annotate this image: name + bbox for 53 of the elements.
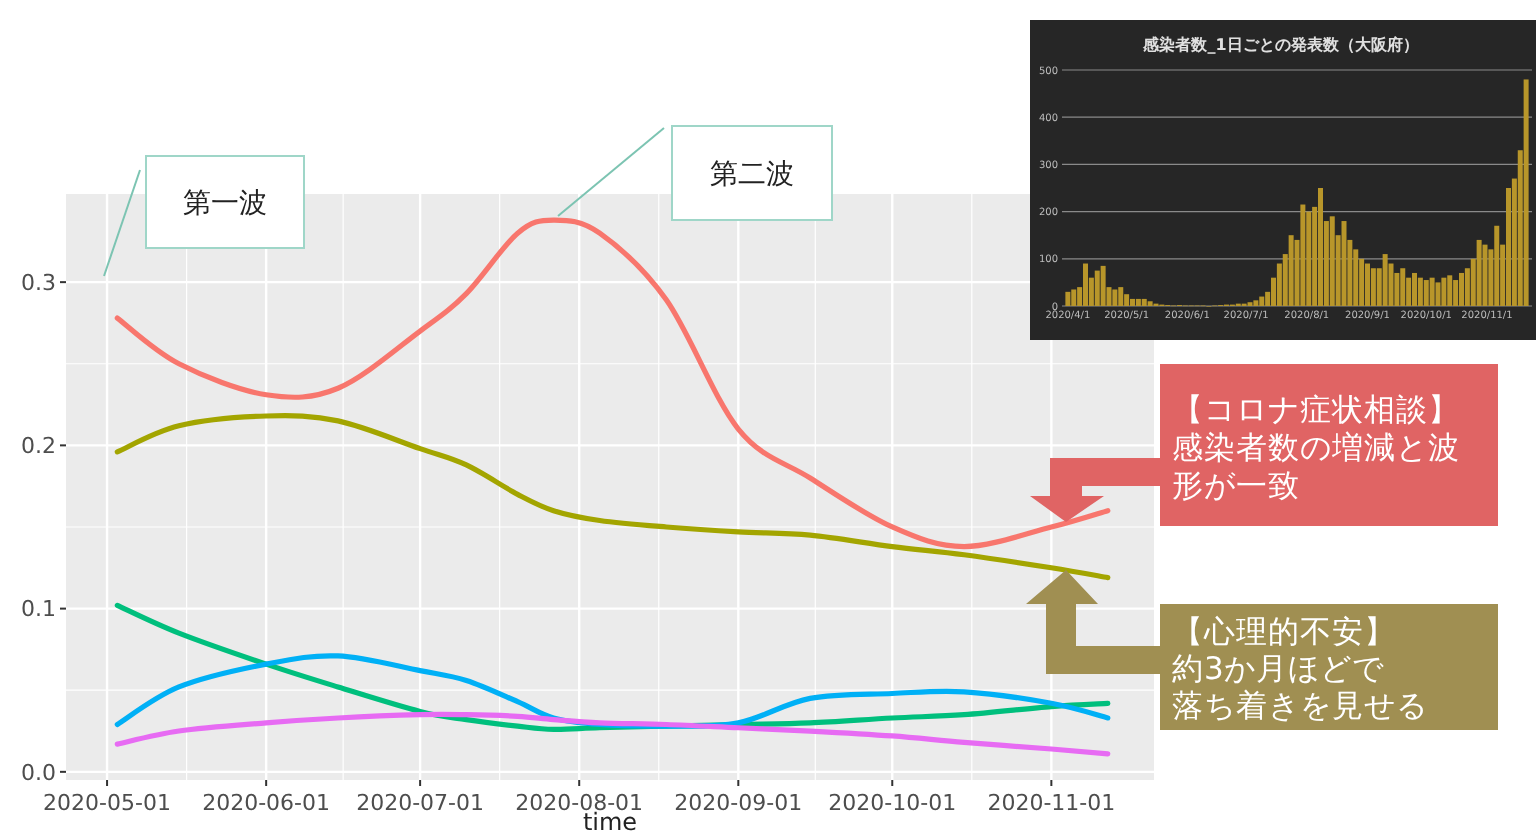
bar (1094, 270, 1100, 306)
bar (1423, 280, 1429, 306)
x-axis-title: time (582, 808, 638, 836)
bar (1329, 216, 1335, 306)
bar (1253, 300, 1259, 306)
bar (1112, 289, 1118, 306)
x-tick-label: 2020-09-01 (674, 790, 803, 816)
bar (1453, 280, 1459, 306)
bar (1382, 254, 1388, 306)
bar (1370, 268, 1376, 306)
bar (1441, 277, 1447, 306)
bar (1494, 225, 1500, 306)
bar (1412, 272, 1417, 306)
bar (1135, 298, 1141, 306)
annotation: 第一波 (183, 188, 267, 220)
bar (1459, 272, 1464, 306)
y-tick-label: 0.3 (21, 269, 56, 296)
x-tick-label: 2020-06-01 (202, 790, 331, 816)
bar (1306, 211, 1312, 306)
annotation: 第二波 (557, 125, 833, 221)
y-tick-label: 0.2 (21, 433, 56, 460)
bar (1429, 277, 1435, 306)
bar (1400, 268, 1406, 306)
bar (1447, 275, 1453, 306)
bar (1365, 263, 1370, 306)
line-series (114, 413, 1111, 581)
bar (1083, 263, 1088, 306)
bar (1476, 239, 1482, 306)
chart-title: 感染者数_1日ごとの発表数（大阪府） (1141, 34, 1419, 54)
bar (1124, 294, 1130, 306)
x-tick-label: 2020-07-01 (356, 790, 485, 816)
bar (1118, 287, 1124, 306)
annotation: 【心理的不安】約3か月ほどで落ち着きを見せる (1026, 570, 1498, 730)
bar (1071, 289, 1077, 306)
bar (1318, 188, 1323, 306)
bar (1065, 291, 1071, 306)
bar (1141, 298, 1147, 306)
annotation: 【コロナ症状相談】感染者数の増減と波形が一致 (1030, 364, 1498, 526)
x-tick-label: 2020-11-01 (987, 790, 1116, 816)
bar (1288, 235, 1294, 306)
y-tick-label: 0.0 (21, 759, 56, 786)
x-tick-label: 2020-10-01 (828, 790, 957, 816)
annotation: 第一波 (103, 155, 305, 277)
bar (1300, 204, 1306, 306)
bar (1130, 298, 1135, 306)
bar (1100, 265, 1106, 306)
x-tick-label: 2020-05-01 (43, 790, 171, 816)
y-tick-label: 0.1 (21, 596, 56, 623)
line-series (114, 711, 1111, 757)
bar (1523, 79, 1529, 306)
bar (1259, 296, 1265, 306)
bar (1394, 272, 1400, 306)
bar (1417, 277, 1423, 306)
